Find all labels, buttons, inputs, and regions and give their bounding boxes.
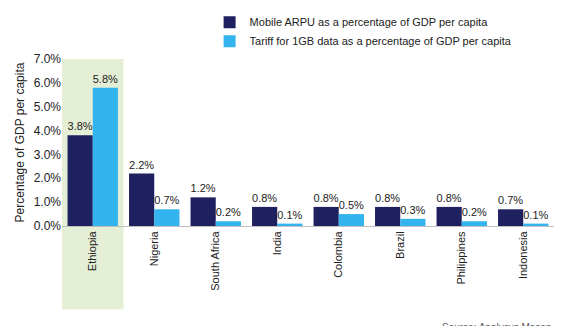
svg-text:Indonesia: Indonesia [517, 231, 529, 280]
svg-text:Colombia: Colombia [332, 231, 344, 278]
svg-text:Mobile ARPU as a percentage of: Mobile ARPU as a percentage of GDP per c… [250, 16, 489, 28]
svg-text:0.1%: 0.1% [523, 209, 548, 221]
svg-text:2.0%: 2.0% [34, 171, 62, 185]
svg-text:1.2%: 1.2% [191, 182, 216, 194]
svg-text:0.3%: 0.3% [400, 204, 425, 216]
svg-text:5.0%: 5.0% [34, 100, 62, 114]
svg-text:5.8%: 5.8% [93, 73, 118, 85]
svg-text:0.8%: 0.8% [314, 192, 339, 204]
svg-text:Tariff for 1GB data as a perce: Tariff for 1GB data as a percentage of G… [250, 35, 512, 47]
svg-text:7.0%: 7.0% [34, 52, 62, 66]
svg-text:0.2%: 0.2% [216, 206, 241, 218]
svg-text:0.0%: 0.0% [34, 219, 62, 233]
svg-text:Philippines: Philippines [455, 231, 467, 285]
svg-text:0.5%: 0.5% [339, 199, 364, 211]
svg-text:Nigeria: Nigeria [148, 231, 160, 267]
svg-text:0.7%: 0.7% [154, 194, 179, 206]
svg-text:Ethiopia: Ethiopia [86, 231, 98, 272]
svg-text:3.8%: 3.8% [68, 120, 93, 132]
svg-text:0.8%: 0.8% [375, 192, 400, 204]
svg-text:0.1%: 0.1% [277, 209, 302, 221]
svg-text:3.0%: 3.0% [34, 148, 62, 162]
svg-text:2.2%: 2.2% [129, 159, 154, 171]
svg-text:0.7%: 0.7% [498, 194, 523, 206]
svg-text:0.2%: 0.2% [462, 206, 487, 218]
svg-text:Percentage of GDP per capita: Percentage of GDP per capita [13, 62, 27, 222]
svg-text:South Africa: South Africa [209, 231, 221, 291]
svg-text:Source: Analysys Mason: Source: Analysys Mason [442, 322, 552, 326]
svg-text:0.8%: 0.8% [252, 192, 277, 204]
svg-text:4.0%: 4.0% [34, 124, 62, 138]
svg-text:Brazil: Brazil [394, 231, 406, 259]
svg-text:6.0%: 6.0% [34, 76, 62, 90]
svg-text:0.8%: 0.8% [437, 192, 462, 204]
svg-text:1.0%: 1.0% [34, 195, 62, 209]
svg-text:India: India [271, 231, 283, 256]
